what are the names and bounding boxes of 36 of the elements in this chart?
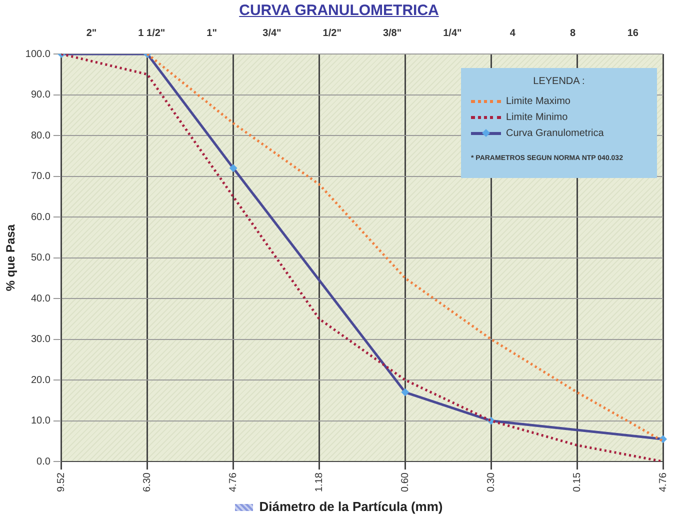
- text: 8: [570, 28, 576, 39]
- y-tick-label: 30.0: [30, 334, 51, 346]
- x-tick-label: 0.15: [572, 472, 583, 492]
- text: 1/4": [443, 28, 462, 39]
- text: 1/2": [322, 28, 342, 39]
- x-axis-title: Diámetro de la Partícula (mm): [259, 499, 443, 514]
- x-tick-label: 4.76: [228, 472, 240, 492]
- x-tick-label: 0.30: [486, 472, 497, 492]
- text: 3/8": [382, 28, 402, 39]
- y-tick-label: 40.0: [30, 293, 51, 304]
- legend-label: Curva Granulometrica: [506, 128, 604, 138]
- x-tick-label: 0.60: [400, 472, 411, 492]
- y-tick-label: 50.0: [30, 252, 51, 264]
- x-tick-label: 6.30: [142, 472, 154, 492]
- y-tick-label: 20.0: [30, 374, 51, 386]
- text: 3/4": [262, 28, 282, 39]
- legend-title: LEYENDA :: [532, 76, 586, 87]
- text: 2": [86, 28, 97, 39]
- y-tick-label: 60.0: [30, 212, 51, 223]
- text: 4: [510, 28, 516, 39]
- legend-label: Limite Maximo: [506, 96, 570, 106]
- y-tick-label: 10.0: [30, 416, 51, 427]
- y-tick-label: 70.0: [30, 171, 51, 182]
- y-tick-label: 0.0: [36, 456, 51, 468]
- y-tick-label: 80.0: [30, 130, 51, 142]
- y-tick-label: 90.0: [30, 90, 51, 101]
- x-tick-label: 4.76: [658, 472, 669, 492]
- text: 1 1/2": [138, 28, 166, 39]
- text: 16: [627, 28, 639, 39]
- x-tick-label: 9.52: [56, 472, 68, 492]
- legend-label: Limite Minimo: [506, 112, 568, 122]
- x-tick-label: 1.18: [314, 472, 325, 492]
- chart-title: CURVA GRANULOMETRICA: [238, 1, 440, 21]
- y-axis-title: % que Pasa: [4, 224, 18, 292]
- y-tick-label: 100.0: [25, 48, 51, 60]
- text: 1": [206, 28, 218, 39]
